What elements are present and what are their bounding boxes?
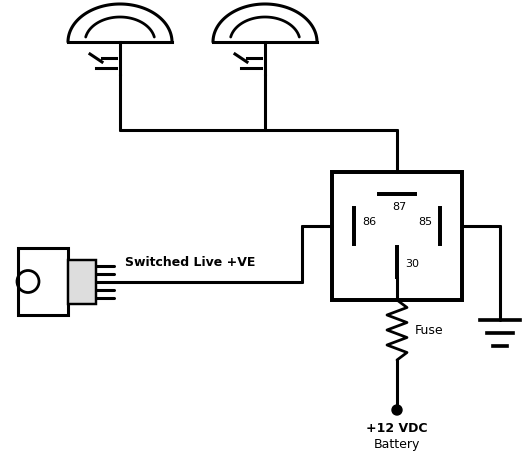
Bar (68, 260, 96, 304)
Text: 85: 85 (418, 217, 432, 227)
Text: 30: 30 (405, 259, 419, 269)
Text: Fuse: Fuse (415, 324, 444, 336)
Text: Battery: Battery (374, 438, 420, 451)
Text: 87: 87 (392, 202, 406, 212)
Circle shape (392, 405, 402, 415)
Text: Switched Live +VE: Switched Live +VE (125, 257, 255, 270)
Text: 86: 86 (362, 217, 376, 227)
Bar (18, 248, 68, 315)
Text: +12 VDC: +12 VDC (366, 422, 428, 435)
